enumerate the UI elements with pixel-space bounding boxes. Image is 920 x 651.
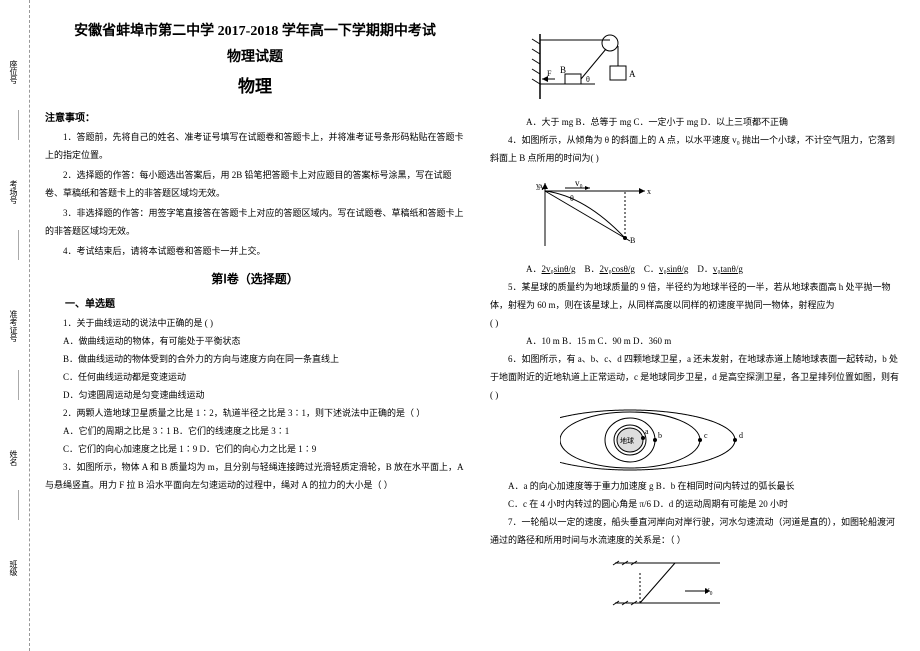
q1-opt-d: D．匀速圆周运动是匀变速曲线运动 (45, 386, 465, 404)
question-6: 6．如图所示，有 a、b、c、d 四颗地球卫星，a 还未发射，在地球赤道上随地球… (490, 350, 900, 404)
figure-river: v₀ (610, 553, 900, 613)
svg-text:A: A (538, 183, 544, 192)
notice-3: 3．非选择题的作答：用签字笔直接答在答题卡上对应的答题区域内。写在试题卷、草稿纸… (45, 204, 465, 240)
figure-orbit: 地球 a b c d (560, 408, 900, 473)
subject-heading: 物理 (45, 72, 465, 97)
part1-heading: 第Ⅰ卷（选择题） (45, 270, 465, 287)
notice-2: 2．选择题的作答：每小题选出答案后，用 2B 铅笔把答题卡上对应题目的答案标号涂… (45, 166, 465, 202)
q2-opts-ab: A．它们的周期之比是 3∶1 B．它们的线速度之比是 3∶1 (45, 422, 465, 440)
notice-1: 1．答题前，先将自己的姓名、准考证号填写在试题卷和答题卡上，并将准考证号条形码粘… (45, 128, 465, 164)
question-2: 2．两颗人造地球卫星质量之比是 1∶2，轨道半径之比是 3∶1，则下述说法中正确… (45, 404, 465, 422)
notice-heading: 注意事项： (45, 109, 465, 124)
question-4: 4．如图所示，从倾角为 θ 的斜面上的 A 点，以水平速度 v₀ 抛出一个小球，… (490, 131, 900, 167)
exam-title-1: 安徽省蚌埠市第二中学 2017-2018 学年高一下学期期中考试 (45, 20, 465, 40)
margin-label-room: 考场号 (8, 180, 19, 204)
svg-text:B: B (630, 236, 635, 245)
svg-text:F: F (547, 69, 552, 78)
question-7: 7．一轮船以一定的速度，船头垂直河岸向对岸行驶，河水匀速流动（河道是直的），如图… (490, 513, 900, 549)
svg-text:c: c (704, 431, 708, 440)
question-5-tail: ( ) (490, 314, 900, 332)
q3-opts: A．大于 mg B．总等于 mg C．一定小于 mg D．以上三项都不正确 (490, 113, 900, 131)
svg-text:θ: θ (570, 194, 574, 203)
q1-opt-b: B．做曲线运动的物体受到的合外力的方向与速度方向在同一条直线上 (45, 350, 465, 368)
svg-text:B: B (560, 65, 566, 75)
page-right-column: B θ A F A．大于 mg B．总等于 mg C．一定小于 mg D．以上三… (490, 20, 900, 617)
svg-text:x: x (647, 187, 651, 196)
figure-incline: y x A θ B v₀ (530, 171, 900, 256)
svg-text:θ: θ (586, 75, 590, 84)
margin-label-id: 准考证号 (8, 310, 19, 342)
figure-pulley: B θ A F (530, 24, 900, 109)
svg-text:地球: 地球 (620, 436, 634, 445)
notice-4: 4．考试结束后，请将本试题卷和答题卡一并上交。 (45, 242, 465, 260)
svg-text:v₀: v₀ (575, 178, 583, 188)
q1-opt-a: A．做曲线运动的物体，有可能处于平衡状态 (45, 332, 465, 350)
exam-title-2: 物理试题 (45, 46, 465, 66)
question-5: 5．某星球的质量约为地球质量的 9 倍，半径约为地球半径的一半，若从地球表面高 … (490, 278, 900, 314)
margin-label-name: 姓名 (8, 450, 19, 466)
margin-label-seat: 座位号 (8, 60, 19, 84)
q6-opts-cd: C．c 在 4 小时内转过的圆心角是 π/6 D．d 的运动周期有可能是 20 … (490, 495, 900, 513)
margin-label-class: 班级 (8, 560, 19, 576)
page-left-column: 安徽省蚌埠市第二中学 2017-2018 学年高一下学期期中考试 物理试题 物理… (45, 20, 465, 494)
q1-opt-c: C．任何曲线运动都是变速运动 (45, 368, 465, 386)
q6-opts-ab: A．a 的向心加速度等于重力加速度 g B．b 在相同时间内转过的弧长最长 (490, 477, 900, 495)
svg-text:a: a (645, 427, 649, 436)
svg-text:b: b (658, 431, 662, 440)
q5-opts: A．10 m B．15 m C．90 m D．360 m (490, 332, 900, 350)
section1-heading: 一、单选题 (45, 295, 465, 310)
question-3: 3．如图所示，物体 A 和 B 质量均为 m，且分别与轻绳连接跨过光滑轻质定滑轮… (45, 458, 465, 494)
binding-margin: 座位号 考场号 准考证号 姓名 班级 (0, 0, 30, 651)
svg-text:d: d (739, 431, 743, 440)
question-1: 1．关于曲线运动的说法中正确的是 ( ) (45, 314, 465, 332)
q2-opts-cd: C．它们的向心加速度之比是 1∶9 D．它们的向心力之比是 1∶9 (45, 440, 465, 458)
q4-opts: A．2v₀sinθ/g B．2v₀cosθ/g C．v₀sinθ/g D．v₀t… (490, 260, 900, 278)
svg-text:A: A (629, 69, 636, 79)
